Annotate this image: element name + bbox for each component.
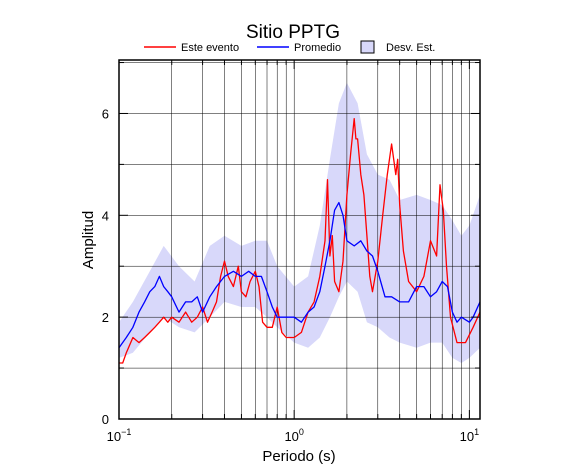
x-tick-label: 10−1 [107,427,132,444]
x-tick-label: 101 [460,427,479,444]
legend-swatch-desv-est [360,40,375,54]
plot-frame [118,59,481,420]
y-tick-label: 2 [102,310,109,325]
legend: Este evento Promedio Desv. Est. [144,40,435,54]
legend-label-desv-est: Desv. Est. [386,42,435,54]
series-layer [118,117,481,364]
x-tick-label: 100 [284,427,303,444]
chart-title: Sitio PPTG [246,22,340,43]
series-line-este-evento [119,117,481,364]
y-tick-label: 4 [102,208,109,223]
series-line-promedio [118,201,481,349]
grid-layer [119,60,480,419]
std-band-layer [119,82,480,364]
legend-label-promedio: Promedio [294,42,341,54]
std-deviation-band [119,82,480,364]
y-tick-label: 0 [102,412,109,427]
legend-label-este-evento: Este evento [181,42,239,54]
tick-layer: 10−1 100 101 0 2 4 6 [102,60,480,444]
x-axis-label: Periodo (s) [262,448,335,465]
y-tick-label: 6 [102,106,109,121]
y-axis-label: Amplitud [80,211,97,269]
